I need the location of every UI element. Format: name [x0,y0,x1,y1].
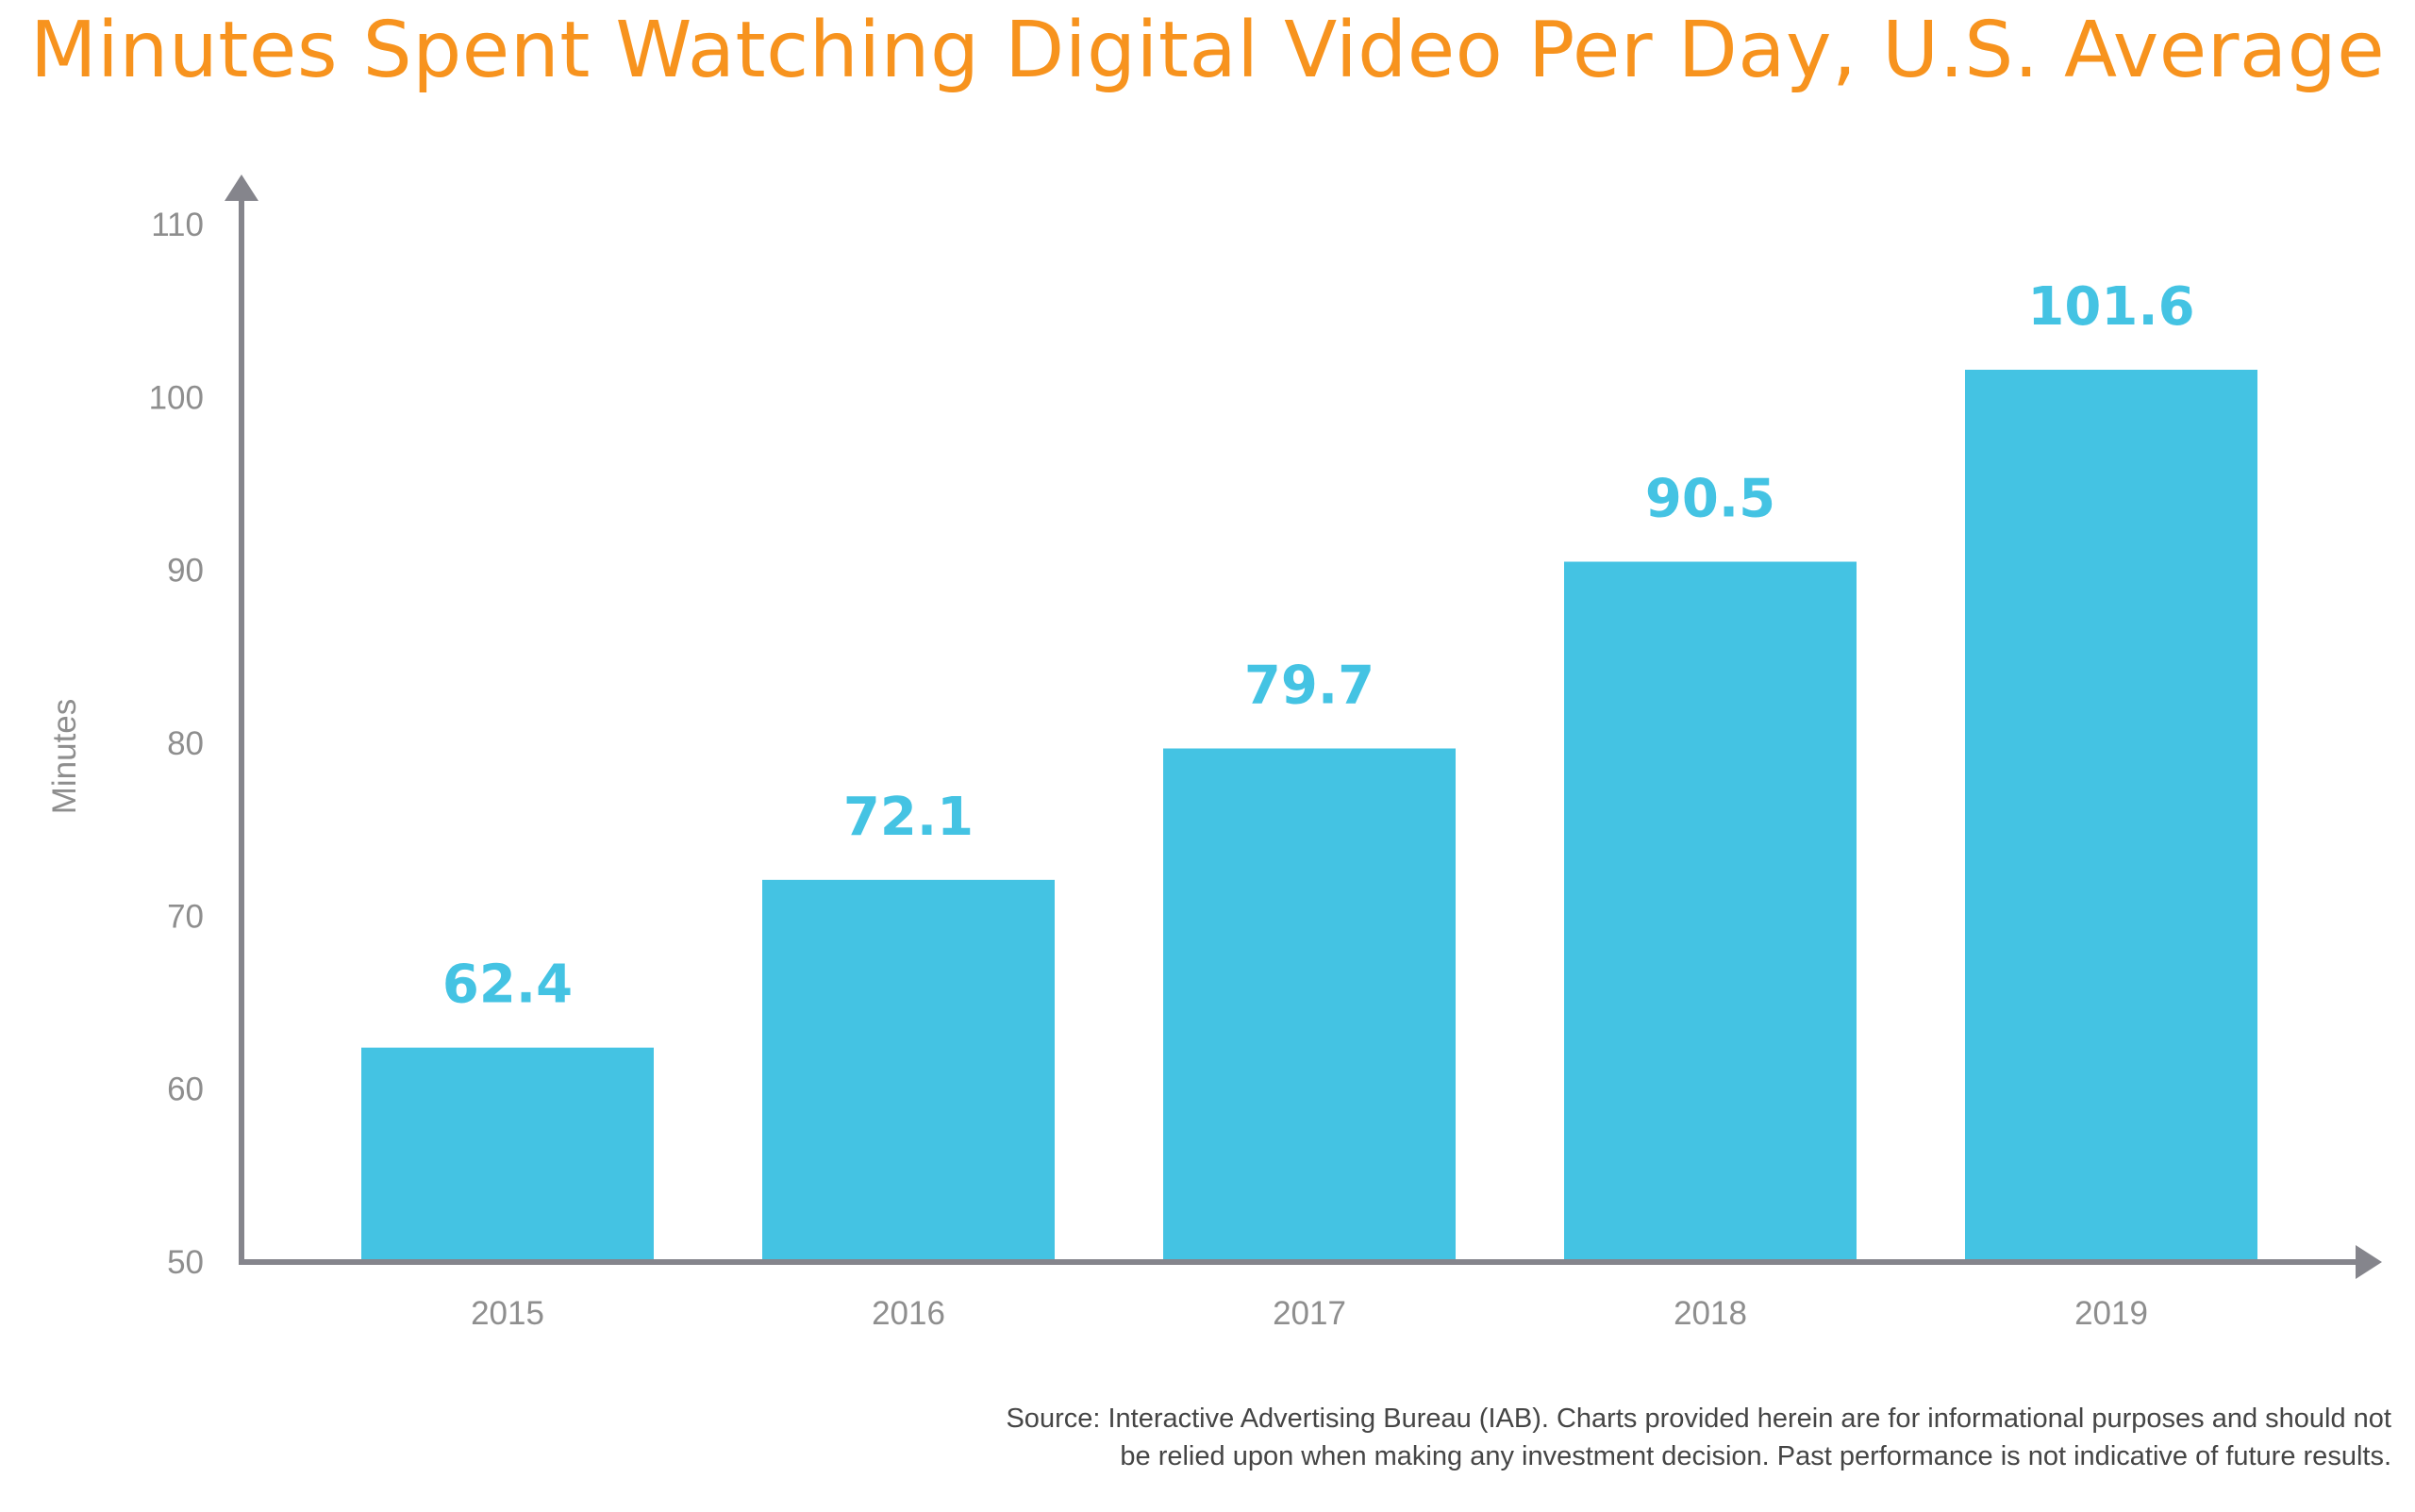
x-tick-label-2015: 2015 [471,1295,544,1332]
y-tick-label-110: 110 [151,207,204,243]
source-note-line-1: Source: Interactive Advertising Bureau (… [1006,1404,2391,1434]
data-label-2018: 90.5 [1645,469,1775,530]
x-tick-label-2018: 2018 [1674,1295,1747,1332]
y-axis-title: Minutes [46,699,83,815]
y-tick-label-90: 90 [167,553,204,590]
bar-2017 [1163,748,1456,1262]
data-label-2017: 79.7 [1244,656,1374,717]
bar-2019 [1965,370,2257,1262]
source-note: Source: Interactive Advertising Bureau (… [769,1400,2391,1475]
y-tick-label-70: 70 [167,898,204,935]
bar-2018 [1564,561,1857,1262]
x-tick-label-2017: 2017 [1273,1295,1346,1332]
y-axis-arrow [225,174,258,201]
data-label-2016: 72.1 [843,787,974,848]
y-tick-label-50: 50 [167,1244,204,1281]
x-axis-arrow [2356,1245,2382,1279]
data-label-2015: 62.4 [442,955,573,1016]
bar-2016 [762,879,1055,1262]
y-tick-label-60: 60 [167,1072,204,1108]
x-tick-label-2016: 2016 [872,1295,945,1332]
y-tick-label-80: 80 [167,725,204,762]
x-tick-label-2019: 2019 [2074,1295,2148,1332]
chart-title: Minutes Spent Watching Digital Video Per… [29,6,2386,95]
data-label-2019: 101.6 [2027,276,2194,338]
source-note-line-2: be relied upon when making any investmen… [1120,1441,2391,1471]
y-tick-label-100: 100 [149,379,204,416]
bar-2015 [361,1047,654,1262]
